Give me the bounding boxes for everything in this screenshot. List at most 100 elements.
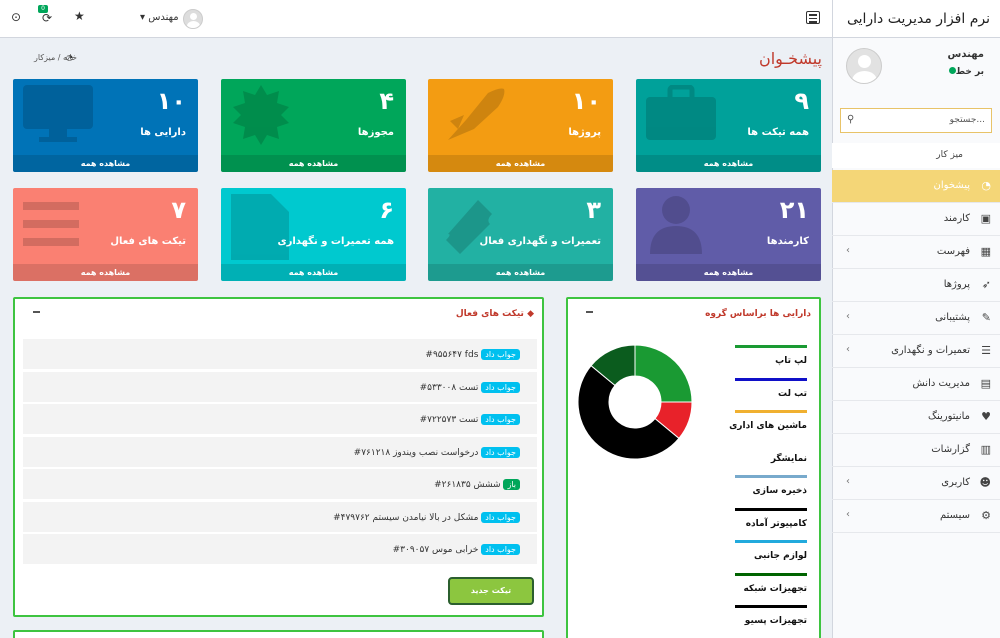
user-status: بر خط [946,67,984,77]
certificate-icon [231,85,291,149]
ticket-row[interactable]: #۳۰۹۰۵۷ خرابی موس جواب داد [23,534,537,564]
sidebar-item-label: مانیتورینگ [928,411,970,422]
ticket-title[interactable]: #۲۶۱۸۳۵ ششش [434,480,501,490]
ticket-status-badge: جواب داد [481,349,520,360]
sidebar-item-4[interactable]: ✎ پشتیبانی ‹ [832,302,1000,335]
view-all-link[interactable]: مشاهده همه [13,155,198,172]
dashboard-icon: ◔ [66,53,73,62]
caret-down-icon: ▾ [140,12,149,23]
sidebar-item-9[interactable]: ☻ کاربری ‹ [832,467,1000,500]
stat-value: ۱۰ [571,87,601,115]
assets-donut-chart [577,344,693,460]
ticket-title[interactable]: #۷۲۲۵۷۳ تست [419,415,479,425]
cogs-icon: ⚙ [981,509,991,522]
active-tickets-panel: تیکت های فعال ◆ #۹۵۵۶۴۷ fds جواب داد #۵۳۳… [13,297,544,617]
stat-label: پروژها [568,127,601,138]
legend-item: نمایشگر [703,442,807,473]
stat-label: کارمندها [766,236,809,247]
chevron-left-icon[interactable]: ‹ [846,344,850,355]
minimize-button[interactable] [33,311,40,313]
ticket-title[interactable]: #۷۶۱۲۱۸ درخواست نصب ویندوز [353,447,479,458]
ticket-row[interactable]: #۹۵۵۶۴۷ fds جواب داد [23,339,537,369]
sidebar-item-label: کاربری [941,477,970,488]
ticket-status-badge: جواب داد [481,446,520,458]
chevron-left-icon[interactable]: ‹ [846,311,850,322]
stat-value: ۷ [171,196,186,224]
sidebar-item-8[interactable]: ▥ گزارشات [832,434,1000,467]
ticket-title[interactable]: #۵۳۳۰۰۸ تست [419,382,479,393]
page-title: پیشخـوان [758,49,822,68]
book-icon: ▤ [980,377,991,390]
minimize-button[interactable] [586,311,593,313]
view-all-link[interactable]: مشاهده همه [221,155,406,172]
legend-label: لوازم جانبی [753,551,807,561]
donut-slice-2[interactable] [577,364,680,460]
ticket-row[interactable]: #۷۶۱۲۱۸ درخواست نصب ویندوز جواب داد [23,436,537,467]
new-ticket-button[interactable]: تیکت جدید [448,577,534,605]
ticket-row[interactable]: #۵۳۳۰۰۸ تست جواب داد [23,371,537,402]
search-input[interactable]: ⚲ جستجو... [840,108,992,133]
ticket-row[interactable]: #۴۷۹۷۶۲ مشکل در بالا نیامدن سیستم جواب د… [23,501,537,532]
legend-item: تجهیزات پسیو [703,605,807,635]
view-all-link[interactable]: مشاهده همه [428,264,613,281]
donut-slice-0[interactable] [634,344,693,403]
stat-label: تیکت های فعال [110,236,186,247]
app-title: نرم افزار مدیریت دارایی [833,0,1000,38]
bar-chart-icon: ▥ [980,443,991,456]
sidebar: نرم افزار مدیریت دارایی مهندس بر خط ⚲ جست… [832,0,1000,638]
breadcrumb[interactable]: خانه / میزکار [34,53,77,62]
topbar: ⊙ ⟳ 0 ★ ▾ مهندس [0,0,832,38]
stat-box-1: ۱۰ پروژها مشاهده همه [428,79,613,172]
stat-box-5: ۳ تعمیرات و نگهداری فعال مشاهده همه [428,188,613,281]
ticket-row[interactable]: #۲۶۱۸۳۵ ششش باز [23,469,537,499]
view-all-link[interactable]: مشاهده همه [221,264,406,281]
legend-swatch [735,410,807,413]
users-icon: ☻ [979,476,991,489]
donut-slice-3[interactable] [590,344,636,387]
chevron-left-icon[interactable]: ‹ [846,245,850,256]
view-all-link[interactable]: مشاهده همه [13,264,198,281]
star-icon[interactable]: ★ [74,9,85,23]
refresh-icon[interactable]: ⟳ [42,11,53,25]
sidebar-section-header: میز کار [832,143,1000,168]
legend-label: تجهیزات پسیو [744,616,807,626]
view-all-link[interactable]: مشاهده همه [636,155,821,172]
sidebar-item-7[interactable]: ♥ مانیتورینگ [832,401,1000,434]
sidebar-item-label: پیشخوان [933,180,970,191]
wrench-icon: ✎ [981,311,991,324]
ticket-title[interactable]: #۴۷۹۷۶۲ مشکل در بالا نیامدن سیستم [333,512,479,523]
tag-icon: ◆ [527,309,534,319]
active-tickets-title-text: تیکت های فعال [455,309,524,319]
chevron-left-icon[interactable]: ‹ [846,509,850,520]
view-all-link[interactable]: مشاهده همه [428,155,613,172]
legend-item: لپ تاپ [703,345,807,375]
sidebar-item-3[interactable]: ➶ پروژها [832,269,1000,302]
assets-chart-panel: دارایی ها براساس گروه لپ تاپ تب لت ماشین ه… [566,297,821,638]
legend-swatch [735,572,807,576]
ticket-status-badge: جواب داد [481,381,520,393]
sidebar-item-6[interactable]: ▤ مدیریت دانش [832,368,1000,401]
sidebar-item-5[interactable]: ☰ تعمیرات و نگهداری ‹ [832,335,1000,368]
stat-label: دارایی ها [140,127,186,138]
legend-swatch [735,507,807,511]
ticket-title[interactable]: #۳۰۹۰۵۷ خرابی موس [392,545,479,555]
stat-box-3: ۱۰ دارایی ها مشاهده همه [13,79,198,172]
chevron-left-icon[interactable]: ‹ [846,476,850,487]
topbar-user-menu[interactable]: ▾ مهندس [140,12,179,23]
view-all-link[interactable]: مشاهده همه [636,264,821,281]
ticket-title[interactable]: #۹۵۵۶۴۷ fds [425,350,479,360]
sidebar-item-10[interactable]: ⚙ سیستم ‹ [832,500,1000,533]
sidebar-item-1[interactable]: ▣ کارمند [832,203,1000,236]
menu-toggle-icon[interactable] [806,11,820,24]
search-icon[interactable]: ⚲ [847,114,855,125]
power-icon[interactable]: ⊙ [11,10,22,24]
topbar-avatar[interactable] [183,9,203,29]
stat-value: ۱۰ [156,87,186,115]
stat-value: ۶ [379,196,394,224]
sidebar-item-2[interactable]: ▦ فهرست ‹ [832,236,1000,269]
sidebar-item-0[interactable]: ◔ پیشخوان [832,170,1000,203]
sidebar-item-label: سیستم [940,510,970,521]
user-name: مهندس [947,49,984,60]
ticket-row[interactable]: #۷۲۲۵۷۳ تست جواب داد [23,404,537,434]
ticket-status-badge: جواب داد [481,544,520,555]
